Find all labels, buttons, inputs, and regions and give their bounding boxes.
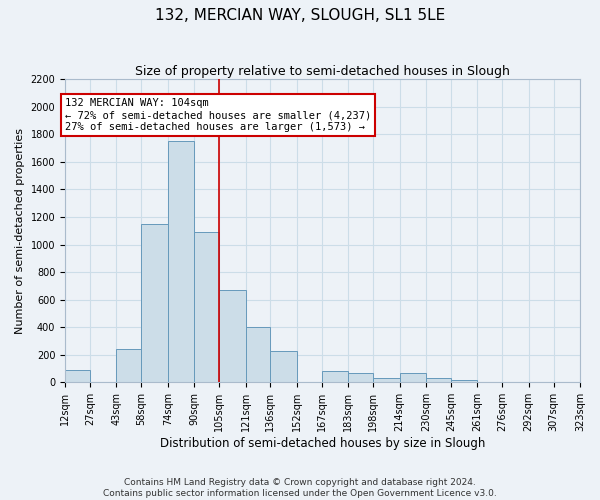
- Bar: [141, 224, 167, 382]
- Bar: [426, 378, 451, 382]
- Bar: [271, 350, 297, 382]
- Bar: [167, 141, 194, 382]
- Bar: [194, 232, 219, 382]
- Bar: [245, 327, 271, 382]
- Text: 132, MERCIAN WAY, SLOUGH, SL1 5LE: 132, MERCIAN WAY, SLOUGH, SL1 5LE: [155, 8, 445, 22]
- Bar: [373, 378, 400, 382]
- Bar: [348, 372, 373, 382]
- Bar: [400, 372, 426, 382]
- Text: Contains HM Land Registry data © Crown copyright and database right 2024.
Contai: Contains HM Land Registry data © Crown c…: [103, 478, 497, 498]
- Y-axis label: Number of semi-detached properties: Number of semi-detached properties: [15, 128, 25, 334]
- Text: 132 MERCIAN WAY: 104sqm
← 72% of semi-detached houses are smaller (4,237)
27% of: 132 MERCIAN WAY: 104sqm ← 72% of semi-de…: [65, 98, 371, 132]
- Bar: [451, 380, 478, 382]
- Bar: [322, 370, 348, 382]
- Bar: [65, 370, 90, 382]
- Title: Size of property relative to semi-detached houses in Slough: Size of property relative to semi-detach…: [135, 65, 510, 78]
- X-axis label: Distribution of semi-detached houses by size in Slough: Distribution of semi-detached houses by …: [160, 437, 485, 450]
- Bar: [116, 350, 141, 382]
- Bar: [219, 290, 245, 382]
